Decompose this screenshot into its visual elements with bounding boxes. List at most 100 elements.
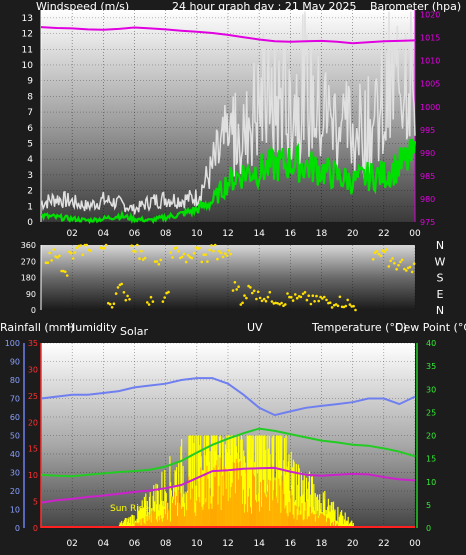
direction-point [64,270,67,274]
compass-label: W [435,255,446,268]
direction-point [260,299,264,303]
direction-point [134,250,137,253]
solar-bar [307,499,309,528]
uv-bar [205,502,207,528]
direction-point [346,298,350,302]
uv-bar [280,512,282,528]
direction-point [412,262,416,266]
direction-point [294,293,297,296]
solar-bar [150,515,152,528]
rain-y-tick: 25 [28,392,38,401]
solar-bar [119,522,121,528]
direction-point [79,244,83,247]
direction-point [177,250,180,253]
solar-bar [177,486,179,528]
solar-bar [148,496,151,528]
solar-bar [342,516,344,528]
solar-bar [175,471,177,528]
uv-bar [262,479,264,528]
uv-bar [307,516,309,528]
uv-bar [216,460,218,528]
uv-bar [241,503,243,528]
solar-bar [192,435,194,528]
rain-y-tick: 15 [28,445,38,454]
wind-x-tick: 06 [129,229,141,239]
humidity-y-tick: 60 [10,413,20,422]
direction-point [198,246,201,250]
uv-bar [202,510,204,528]
direction-point [159,258,162,262]
direction-point [65,274,69,277]
direction-point [104,243,108,247]
temperature-x-tick: 00 [409,539,421,549]
solar-bar [158,510,160,528]
direction-point [155,260,159,263]
direction-point [149,295,153,299]
wind-x-tick: 00 [409,229,421,239]
uv-bar [287,516,289,528]
solar-bar [146,501,148,528]
wind-y-tick: 1 [27,202,33,212]
direction-point [400,258,404,262]
uv-bar [228,472,230,528]
direction-point [352,304,355,308]
uv-bar [137,523,139,528]
direction-point [249,286,252,289]
uv-bar [179,502,181,528]
solar-bar [316,496,318,528]
direction-point [371,258,375,261]
solar-bar [182,465,184,528]
solar-bar [129,523,131,528]
uv-bar [238,462,240,528]
direction-point [231,289,235,292]
solar-bar [277,435,279,528]
uv-bar [260,482,262,528]
solar-bar [124,519,126,528]
uv-bar [173,499,174,528]
uv-bar [247,496,249,528]
solar-bar [292,459,294,528]
wind-line [41,138,417,225]
uv-bar [185,491,187,528]
solar-bar [250,458,252,528]
temperature-x-tick: 12 [222,539,233,549]
wind-y-tick: 9 [27,77,33,87]
uv-bar [277,503,279,528]
solar-bar [341,510,343,528]
direction-y-tick: 180 [21,274,36,283]
uv-bar [289,512,291,528]
rainfall-label: Rainfall (mm) [0,321,74,334]
rain-y-tick: 20 [28,418,38,427]
temperature-x-tick: 20 [347,539,359,549]
direction-point [89,249,92,252]
wind-series [40,11,417,225]
uv-bar [143,522,145,528]
direction-point [288,295,291,299]
solar-bar [232,435,234,528]
uv-bar [141,518,143,528]
uv-bar [312,514,314,528]
direction-point [235,288,238,291]
uv-bar [320,513,322,528]
direction-point [202,253,205,256]
direction-point [190,256,194,260]
uv-bar [259,511,261,528]
direction-point [381,249,385,252]
uv-bar [165,501,167,528]
solar-bar [164,470,166,528]
direction-point [161,300,165,303]
direction-point [192,252,196,255]
uv-bar [301,503,303,528]
direction-point [138,257,141,260]
solar-bar [344,512,346,528]
uv-bar [191,488,193,528]
uv-bar [217,504,219,528]
direction-point [103,246,106,250]
solar-bar [227,435,229,528]
solar-bar [183,503,186,528]
solar-bar [162,505,164,528]
temperature-y-tick: 20 [426,432,436,441]
solar-bar [251,435,253,528]
uv-bar [145,515,147,528]
